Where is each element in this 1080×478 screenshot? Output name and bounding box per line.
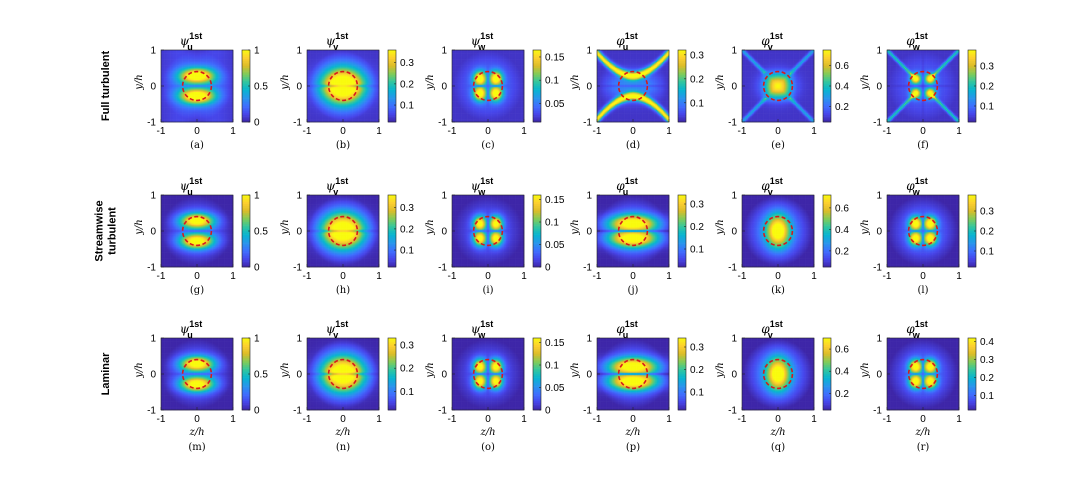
heatmap-cells (161, 50, 233, 122)
row-label-0: Full turbulent (100, 51, 112, 122)
row-label-2: Laminar (100, 352, 112, 396)
row-label-text: Full turbulent (100, 51, 112, 122)
row-label-text: Laminar (100, 352, 112, 396)
row-label-text: turbulent (107, 207, 119, 255)
row-label-1: Streamwise turbulent (94, 200, 119, 261)
row-label-text: Streamwise (94, 200, 106, 261)
